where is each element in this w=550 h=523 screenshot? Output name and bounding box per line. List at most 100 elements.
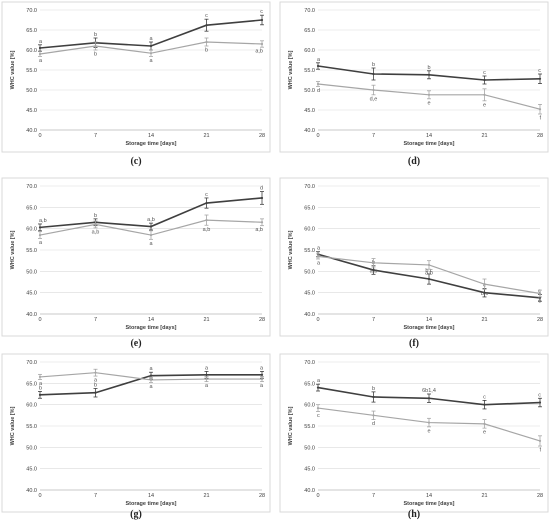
significance-label: b bbox=[94, 52, 97, 58]
significance-label: b bbox=[94, 32, 97, 38]
x-tick-label: 21 bbox=[481, 317, 487, 323]
significance-label: a bbox=[205, 365, 209, 371]
significance-label: f bbox=[539, 116, 541, 122]
y-tick-label: 40.0 bbox=[26, 312, 37, 318]
x-tick-label: 0 bbox=[316, 317, 319, 323]
significance-label: d bbox=[317, 88, 320, 94]
data-point bbox=[538, 292, 542, 295]
data-point bbox=[205, 40, 208, 44]
significance-label: a,b bbox=[255, 227, 263, 233]
panel-label: (c) bbox=[130, 156, 141, 167]
significance-label: b bbox=[427, 65, 430, 71]
panel-label: (e) bbox=[130, 338, 141, 349]
x-tick-label: 0 bbox=[316, 493, 319, 499]
x-tick-label: 21 bbox=[481, 493, 487, 499]
data-point bbox=[538, 439, 542, 443]
significance-label: a bbox=[260, 383, 264, 389]
x-tick-label: 0 bbox=[38, 317, 41, 323]
data-point bbox=[260, 42, 264, 46]
data-point bbox=[38, 233, 42, 237]
significance-label: a,b bbox=[203, 227, 211, 233]
significance-label: a bbox=[260, 365, 264, 371]
y-tick-label: 70.0 bbox=[26, 360, 37, 366]
data-point bbox=[316, 64, 320, 68]
significance-label: e bbox=[427, 428, 430, 434]
x-tick-label: 7 bbox=[372, 493, 375, 499]
x-axis-label: Storage time [days] bbox=[125, 501, 176, 507]
significance-label: a bbox=[317, 246, 321, 252]
significance-label: c bbox=[483, 70, 486, 76]
significance-label: e bbox=[483, 430, 486, 436]
data-point bbox=[538, 401, 542, 404]
data-point bbox=[260, 373, 264, 376]
data-point bbox=[316, 406, 320, 410]
significance-label: a bbox=[39, 240, 43, 246]
data-point bbox=[260, 221, 264, 224]
panel-frame bbox=[1, 1, 271, 153]
data-point bbox=[483, 78, 486, 82]
y-tick-label: 50.0 bbox=[304, 445, 315, 451]
data-point bbox=[483, 422, 486, 425]
y-tick-label: 45.0 bbox=[304, 467, 315, 473]
x-tick-label: 14 bbox=[426, 493, 432, 499]
data-point bbox=[38, 226, 42, 229]
data-point bbox=[538, 108, 542, 111]
x-tick-label: 14 bbox=[148, 317, 154, 323]
significance-label: a bbox=[149, 384, 153, 390]
chart-panel-f: 40.0 45.0 50.0 55.0 60.0 65.0 70.0 0 7 14 21 28 Stor… bbox=[279, 177, 549, 349]
significance-label: a,b bbox=[370, 269, 378, 275]
data-point bbox=[38, 393, 42, 396]
data-point bbox=[38, 52, 42, 56]
data-point bbox=[427, 277, 431, 281]
significance-label: c bbox=[538, 298, 541, 304]
data-point bbox=[260, 377, 264, 381]
y-tick-label: 40.0 bbox=[304, 488, 315, 494]
significance-label: a bbox=[39, 58, 43, 64]
panel-frame bbox=[279, 1, 549, 153]
significance-label: c bbox=[205, 13, 208, 19]
chart-panel-e: 40.0 45.0 50.0 55.0 60.0 65.0 70.0 0 7 14 21 28 Stor… bbox=[1, 177, 271, 349]
x-tick-label: 14 bbox=[426, 317, 432, 323]
significance-label: a bbox=[317, 378, 321, 384]
data-point bbox=[205, 24, 208, 27]
data-point bbox=[94, 371, 97, 374]
significance-label: a bbox=[317, 57, 321, 63]
data-point bbox=[94, 44, 97, 48]
chart-panel-c: 40.0 45.0 50.0 55.0 60.0 65.0 70.0 0 7 14 21 28 Stor… bbox=[1, 1, 271, 167]
significance-label: a bbox=[39, 381, 43, 387]
y-tick-label: 55.0 bbox=[304, 248, 315, 254]
y-tick-label: 45.0 bbox=[304, 108, 315, 114]
y-tick-label: 65.0 bbox=[304, 205, 315, 211]
significance-label: b bbox=[39, 385, 42, 391]
y-tick-label: 55.0 bbox=[26, 248, 37, 254]
x-tick-label: 21 bbox=[203, 493, 209, 499]
data-point bbox=[483, 283, 486, 286]
significance-label: a,b bbox=[425, 271, 433, 277]
y-axis-label: WHC value [%] bbox=[10, 406, 16, 445]
x-axis-label: Storage time [days] bbox=[403, 501, 454, 507]
chart-panel-g: 40.0 45.0 50.0 55.0 60.0 65.0 70.0 0 7 14 21 28 Stor… bbox=[1, 353, 271, 520]
x-tick-label: 28 bbox=[537, 317, 543, 323]
y-tick-label: 50.0 bbox=[26, 269, 37, 275]
y-tick-label: 70.0 bbox=[304, 8, 315, 14]
y-tick-label: 70.0 bbox=[304, 360, 315, 366]
data-point bbox=[205, 373, 208, 376]
y-tick-label: 50.0 bbox=[26, 445, 37, 451]
panel-label: (h) bbox=[408, 509, 420, 520]
data-point bbox=[538, 77, 542, 80]
significance-label: a bbox=[94, 378, 98, 384]
data-point bbox=[372, 268, 375, 272]
y-axis-label: WHC value [%] bbox=[288, 230, 294, 269]
significance-label: b bbox=[372, 62, 375, 68]
significance-label: 6b1,4 bbox=[422, 388, 436, 394]
y-tick-label: 55.0 bbox=[26, 424, 37, 430]
panel-frame bbox=[279, 353, 549, 513]
y-tick-label: 60.0 bbox=[304, 48, 315, 54]
significance-label: c bbox=[538, 392, 541, 398]
y-tick-label: 55.0 bbox=[304, 424, 315, 430]
x-tick-label: 28 bbox=[259, 317, 265, 323]
data-point bbox=[427, 397, 431, 400]
data-point bbox=[149, 378, 153, 382]
y-tick-label: 50.0 bbox=[26, 88, 37, 94]
y-tick-label: 60.0 bbox=[26, 403, 37, 409]
